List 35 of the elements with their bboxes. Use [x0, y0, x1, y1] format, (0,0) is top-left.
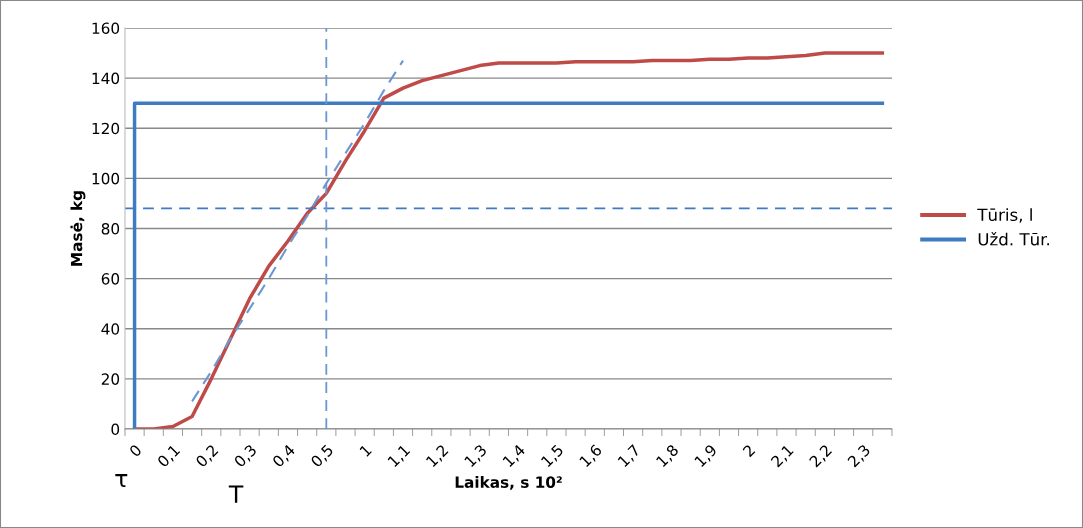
legend-label: Užd. Tūr.: [978, 231, 1049, 246]
y-tick-label: 120: [92, 122, 120, 135]
y-tick-label: 40: [101, 323, 120, 335]
y-tick-label: 0: [111, 423, 120, 436]
x-tick-label: 1,7: [617, 444, 642, 469]
y-axis-title: Masė, kg: [70, 191, 86, 266]
x-tick-label: 1,9: [694, 443, 719, 469]
x-axis-title: Laikas, s 10²: [455, 476, 562, 490]
x-tick-label: 0,4: [271, 443, 297, 469]
legend-label: Tūris, l: [977, 208, 1032, 223]
x-tick-label: 1,5: [540, 444, 565, 469]
x-tick-label: 1,1: [387, 444, 412, 469]
x-tick-label: 2,2: [808, 444, 834, 469]
x-tick-label: 1,4: [502, 443, 527, 469]
y-tick-label: 20: [101, 373, 120, 385]
x-tick-label: 1,6: [578, 443, 604, 469]
x-tick-label: 0,1: [156, 444, 182, 469]
x-tick-label: 0: [128, 443, 143, 458]
y-tick-label: 160: [92, 22, 120, 35]
y-tick-label: 140: [92, 72, 120, 85]
x-tick-label: 2: [742, 444, 756, 458]
y-tick-label: 60: [101, 273, 120, 285]
x-tick-label: 0,2: [194, 444, 220, 469]
text: T: [228, 485, 244, 503]
x-tick-label: 0,5: [310, 444, 335, 469]
text: τ: [115, 474, 128, 487]
x-tick-label: 1,2: [425, 444, 450, 469]
y-tick-label: 100: [92, 172, 120, 185]
x-tick-label: 0,3: [233, 443, 259, 469]
x-tick-label: 1,8: [655, 443, 681, 469]
y-tick-label: 80: [101, 222, 120, 235]
x-tick-label: 2,1: [770, 444, 795, 469]
x-tick-label: 1: [359, 444, 372, 457]
x-tick-label: 1,3: [463, 443, 489, 469]
x-tick-label: 2,3: [847, 443, 872, 469]
